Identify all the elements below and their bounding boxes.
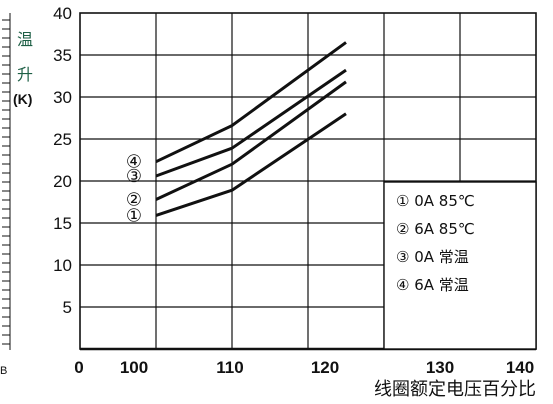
x-tick-label: 120 xyxy=(311,358,339,377)
x-tick-labels: 0 100 110 120 130 140 xyxy=(74,358,534,377)
y-tick-label: 10 xyxy=(53,256,72,275)
x-tick-label: 140 xyxy=(506,358,534,377)
series-line xyxy=(155,112,347,217)
series-line xyxy=(155,68,347,178)
y-axis-label-char-1: 温 xyxy=(17,30,33,49)
left-edge-note: B xyxy=(0,365,7,377)
series-line xyxy=(155,41,347,164)
series-line xyxy=(155,80,347,201)
y-tick-label: 20 xyxy=(53,172,72,191)
y-tick-label: 35 xyxy=(53,46,72,65)
x-axis-label: 线圈额定电压百分比 xyxy=(374,379,536,400)
legend-entry-2: ② 6A 85℃ xyxy=(396,220,475,238)
y-tick-label: 15 xyxy=(53,214,72,233)
series-marker: ① xyxy=(126,205,142,226)
series-lines xyxy=(155,41,347,217)
legend-box xyxy=(383,181,537,350)
y-tick-label: 30 xyxy=(53,88,72,107)
y-tick-label: 25 xyxy=(53,130,72,149)
legend-entry-4: ④ 6A 常温 xyxy=(396,276,469,294)
x-tick-label: 110 xyxy=(216,358,243,377)
y-tick-label: 40 xyxy=(53,4,72,23)
left-edge-ruler xyxy=(2,13,11,350)
y-tick-label: 5 xyxy=(63,298,72,317)
series-marker: ② xyxy=(126,189,142,210)
x-tick-label: 0 xyxy=(74,358,83,377)
legend-entry-3: ③ 0A 常温 xyxy=(396,248,469,266)
y-axis-unit: (K) xyxy=(13,91,32,107)
x-tick-label: 100 xyxy=(120,358,148,377)
legend-entry-1: ① 0A 85℃ xyxy=(396,192,475,210)
y-axis-label-char-2: 升 xyxy=(17,65,33,84)
series-marker: ④ xyxy=(126,152,142,173)
series-marker: ③ xyxy=(126,166,142,187)
y-tick-labels: 5 10 15 20 25 30 35 40 xyxy=(53,4,72,317)
grid-lines xyxy=(80,13,536,351)
x-tick-label: 130 xyxy=(426,358,454,377)
